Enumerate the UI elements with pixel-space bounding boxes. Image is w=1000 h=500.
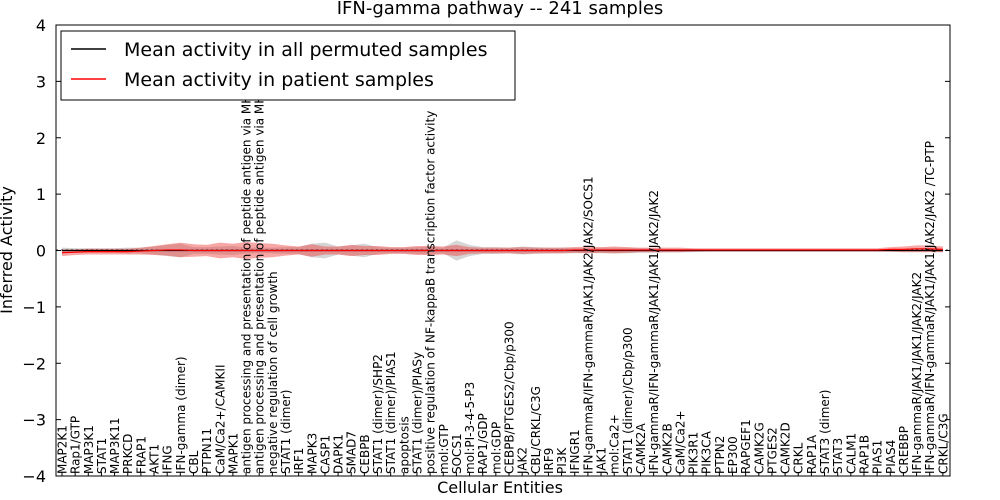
- legend-box: [60, 30, 516, 101]
- x-tick-label: RAP1/GDP: [476, 413, 490, 474]
- x-tick-label: STAT1 (dimer)/SHP2: [371, 354, 385, 474]
- x-tick-label: IRF1: [292, 448, 306, 474]
- x-tick-label: IFN-gammaR/IFN-gammaR/JAK1/JAK2/JAK2/SOC…: [581, 176, 595, 474]
- x-tick-label: IFN-gammaR/JAK1/JAK1/JAK2/JAK2: [910, 272, 924, 474]
- x-tick-label: MAPK3: [305, 433, 319, 474]
- y-axis-label: Inferred Activity: [0, 186, 16, 314]
- x-tick-label: MAP2K1: [56, 425, 70, 474]
- x-tick-label: MAPK1: [226, 433, 240, 474]
- x-tick-label: JAK2: [516, 447, 530, 475]
- y-tick-label: 3: [36, 72, 46, 91]
- legend-label-patient: Mean activity in patient samples: [124, 69, 434, 91]
- x-tick-label: IFN-gammaR/IFN-gammaR/JAK1/JAK1/JAK2/JAK…: [647, 190, 661, 474]
- x-tick-label: IFNG: [161, 445, 175, 474]
- x-tick-label: mol:GDP: [489, 422, 503, 474]
- y-tick-label: −2: [22, 354, 46, 373]
- x-tick-label: IFN-gammaR/IFN-gammaR/JAK1/JAK1/JAK2/JAK…: [923, 141, 937, 474]
- x-tick-label: CALM1: [844, 433, 858, 474]
- x-tick-label: PIK3CA: [700, 430, 714, 474]
- x-tick-label: negative regulation of cell growth: [266, 271, 280, 474]
- y-tick-label: −4: [22, 467, 46, 486]
- x-tick-label: Rap1/GTP: [69, 416, 83, 474]
- x-tick-label: CEBPB/PTGES2/Cbp/p300: [503, 321, 517, 474]
- x-tick-label: IFN-gamma (dimer): [174, 356, 188, 474]
- x-tick-label: CBL/CRKL/C3G: [529, 386, 543, 474]
- x-tick-label: STAT1 (dimer)/PIAS1: [384, 351, 398, 474]
- x-tick-label: AKT1: [148, 444, 162, 474]
- x-axis-labels: MAP2K1 Rap1/GTP MAP3K1 STAT1 MAP3K11 PRKCD FRA…: [56, 42, 950, 476]
- x-tick-label: RAP1B: [857, 435, 871, 474]
- x-tick-label: STAT1: [95, 438, 109, 474]
- y-tick-label: 0: [36, 242, 46, 261]
- chart-title: IFN-gamma pathway -- 241 samples: [337, 0, 664, 19]
- x-tick-label: CAMK2D: [779, 422, 793, 474]
- x-tick-label: STAT3 (dimer): [818, 390, 832, 474]
- x-tick-label: STAT1 (dimer)/Cbp/p300: [621, 327, 635, 474]
- x-tick-label: CaM/Ca2+: [673, 410, 687, 474]
- x-tick-label: positive regulation of NF-kappaB transcr…: [424, 111, 438, 474]
- y-tick-label: −3: [22, 411, 46, 430]
- x-tick-label: mol:GTP: [437, 424, 451, 474]
- x-tick-label: JAK1: [595, 447, 609, 475]
- x-tick-label: PI3K: [555, 447, 569, 474]
- x-tick-label: CRKL/C3G: [936, 413, 950, 474]
- x-tick-label: SMAD7: [345, 431, 359, 474]
- x-tick-label: mol:Ca2+: [608, 414, 622, 474]
- x-tick-label: antigen processing and presentation of p…: [240, 45, 254, 474]
- y-axis: 4 3 2 1 0 −1 −2 −3 −4: [22, 16, 950, 486]
- x-tick-label: CBL: [187, 450, 201, 474]
- x-tick-label: MAP3K11: [108, 417, 122, 474]
- x-tick-label: CAMK2G: [752, 422, 766, 474]
- x-tick-label: IFNGR1: [568, 429, 582, 474]
- x-tick-label: EP300: [726, 436, 740, 474]
- x-axis-label: Cellular Entities: [437, 478, 563, 497]
- x-tick-label: MAP3K1: [82, 425, 96, 474]
- x-tick-label: CAMK2A: [634, 423, 648, 474]
- y-tick-label: −1: [22, 298, 46, 317]
- x-tick-label: PIAS4: [884, 440, 898, 474]
- x-tick-label: DAPK1: [332, 434, 346, 474]
- x-tick-label: CASP1: [318, 435, 332, 474]
- x-tick-label: CREBBP: [897, 426, 911, 474]
- x-tick-label: mol:PI-3-4-5-P3: [463, 382, 477, 474]
- y-tick-label: 4: [36, 16, 46, 35]
- x-tick-label: CAMK2B: [660, 423, 674, 474]
- legend: Mean activity in all permuted samples Me…: [60, 30, 516, 101]
- x-tick-label: CRKL: [792, 442, 806, 474]
- x-tick-label: SOCS1: [450, 433, 464, 474]
- x-tick-label: CaM/Ca2+/CAMKII: [213, 365, 227, 474]
- x-tick-label: antigen processing and presentation of p…: [253, 42, 267, 474]
- x-tick-label: PRKCD: [121, 434, 135, 474]
- x-tick-label: STAT1 (dimer): [279, 390, 293, 474]
- x-tick-label: FRAP1: [134, 436, 148, 474]
- x-tick-label: apoptosis: [397, 416, 411, 474]
- x-tick-label: CEBPB: [358, 434, 372, 474]
- x-tick-label: PIK3R1: [687, 432, 701, 474]
- y-tick-label: 1: [36, 185, 46, 204]
- x-tick-label: PTPN2: [713, 436, 727, 474]
- x-tick-label: STAT1 (dimer)/PIASy: [410, 352, 424, 474]
- x-tick-label: RAP1A: [805, 434, 819, 474]
- x-tick-label: PIAS1: [871, 440, 885, 474]
- legend-label-permuted: Mean activity in all permuted samples: [124, 39, 487, 61]
- x-tick-label: STAT3: [831, 438, 845, 474]
- y-tick-label: 2: [36, 129, 46, 148]
- x-tick-label: RAPGEF1: [739, 419, 753, 474]
- x-tick-label: IRF9: [542, 448, 556, 474]
- patient-mean-line: [61, 248, 943, 254]
- x-tick-label: PTGES2: [765, 427, 779, 474]
- line-layer: [61, 248, 943, 254]
- x-tick-label: PTPN11: [200, 428, 214, 474]
